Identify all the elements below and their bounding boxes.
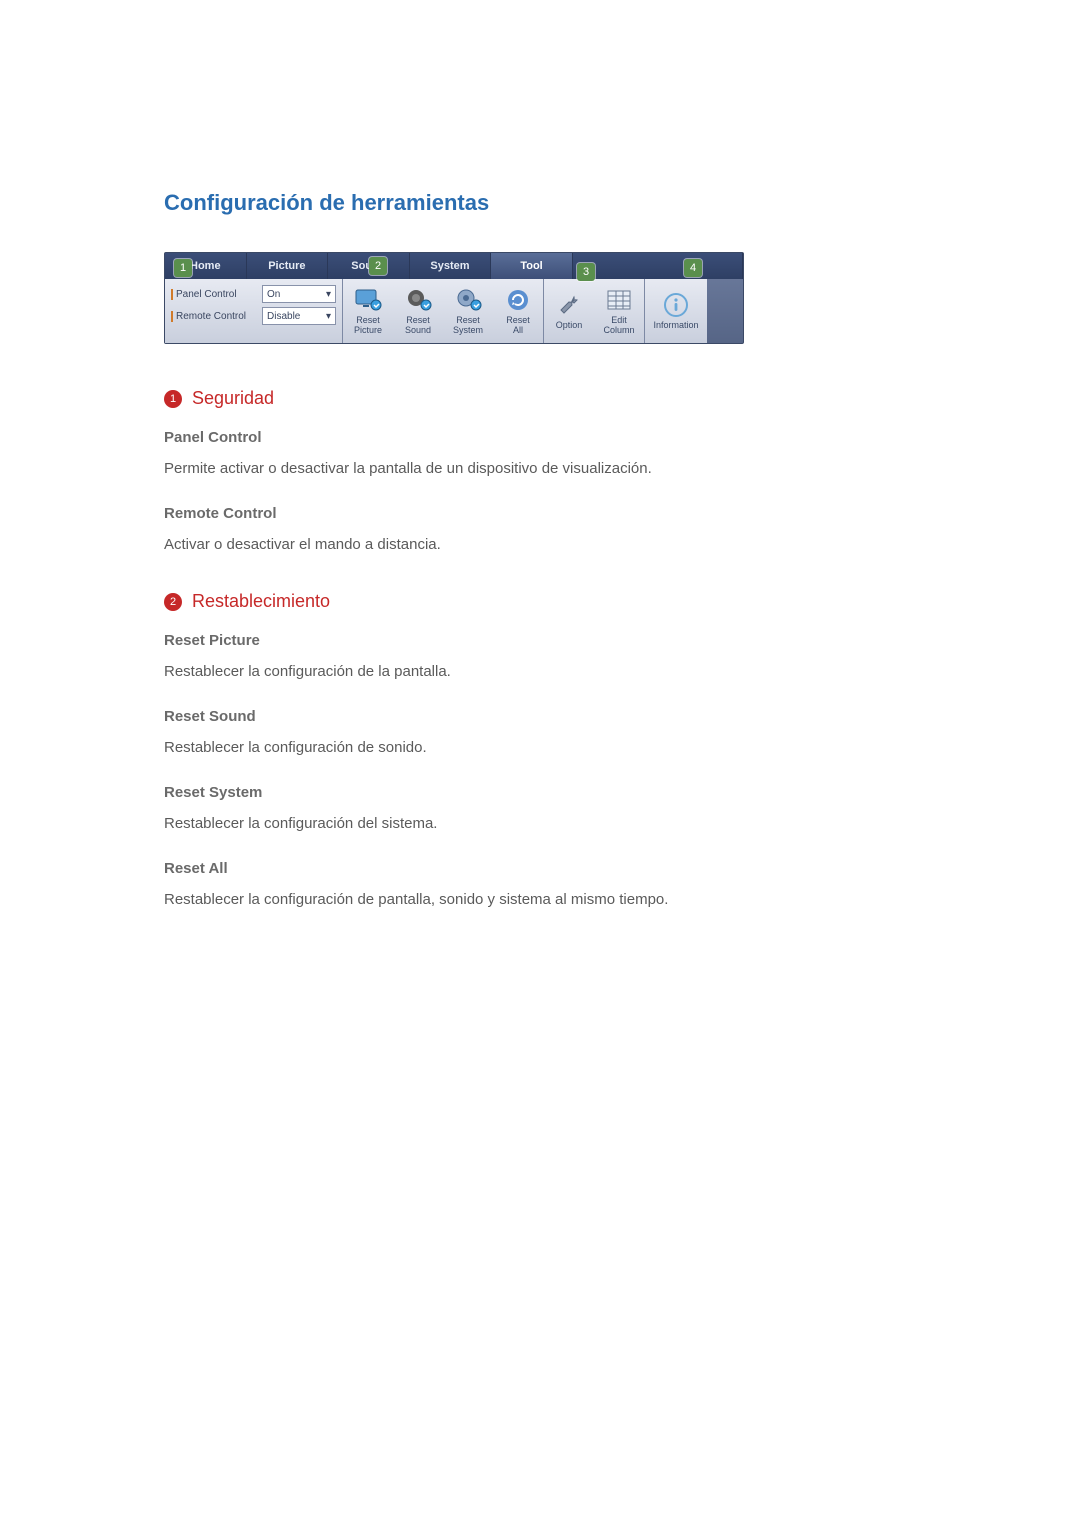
reset-sound-label: ResetSound [405,316,431,336]
panel-control-value: On [267,289,280,300]
reset-picture-label: ResetPicture [354,316,382,336]
remote-control-value: Disable [267,311,300,322]
speaker-icon [404,286,432,314]
panel-control-select[interactable]: On ▾ [262,285,336,303]
toolbar-tabs: Home Picture Sound System Tool [165,253,743,279]
reset-picture-button[interactable]: ResetPicture [343,279,393,343]
section-2-title: Restablecimiento [192,591,330,612]
option-button[interactable]: Option [544,279,594,343]
panel-control-desc: Permite activar o desactivar la pantalla… [164,458,920,479]
information-label: Information [653,321,698,331]
reset-sound-desc: Restablecer la configuración de sonido. [164,737,920,758]
reset-all-button[interactable]: ResetAll [493,279,543,343]
information-button[interactable]: Information [645,279,707,343]
section-1-title: Seguridad [192,388,274,409]
reset-picture-heading: Reset Picture [164,632,920,649]
reset-all-label: ResetAll [506,316,530,336]
panel-control-row: Panel Control On ▾ [171,285,336,303]
chevron-down-icon: ▾ [326,289,331,300]
refresh-icon [504,286,532,314]
security-panel-group: Panel Control On ▾ Remote Control Disabl… [165,279,343,343]
option-group: Option EditColumn [544,279,645,343]
callout-1: 1 [174,259,192,277]
reset-group: ResetPicture ResetSound ResetSystem [343,279,544,343]
reset-all-heading: Reset All [164,860,920,877]
remote-control-row: Remote Control Disable ▾ [171,307,336,325]
section-1-heading: 1 Seguridad [164,388,920,409]
columns-icon [605,286,633,314]
gear-icon [454,286,482,314]
remote-control-select[interactable]: Disable ▾ [262,307,336,325]
callout-3: 3 [577,263,595,281]
reset-all-desc: Restablecer la configuración de pantalla… [164,889,920,910]
remote-control-heading: Remote Control [164,505,920,522]
tab-picture[interactable]: Picture [247,253,329,279]
chevron-down-icon: ▾ [326,311,331,322]
info-icon [662,291,690,319]
info-group: Information [645,279,707,343]
reset-system-heading: Reset System [164,784,920,801]
reset-system-label: ResetSystem [453,316,483,336]
tab-tool[interactable]: Tool [491,253,573,279]
page-title: Configuración de herramientas [164,190,920,216]
reset-system-desc: Restablecer la configuración del sistema… [164,813,920,834]
section-2-heading: 2 Restablecimiento [164,591,920,612]
edit-column-button[interactable]: EditColumn [594,279,644,343]
monitor-icon [354,286,382,314]
panel-control-heading: Panel Control [164,429,920,446]
callout-4: 4 [684,259,702,277]
reset-picture-desc: Restablecer la configuración de la panta… [164,661,920,682]
tool-toolbar: 1 2 3 4 Home Picture Sound System Tool P… [164,252,744,344]
remote-control-label: Remote Control [171,311,256,322]
remote-control-desc: Activar o desactivar el mando a distanci… [164,534,920,555]
callout-2: 2 [369,257,387,275]
reset-sound-button[interactable]: ResetSound [393,279,443,343]
reset-system-button[interactable]: ResetSystem [443,279,493,343]
edit-column-label: EditColumn [603,316,634,336]
panel-control-label: Panel Control [171,289,256,300]
tab-spacer [573,253,743,279]
badge-1: 1 [164,390,182,408]
option-label: Option [556,321,583,331]
badge-2: 2 [164,593,182,611]
wrench-icon [555,291,583,319]
reset-sound-heading: Reset Sound [164,708,920,725]
tab-system[interactable]: System [410,253,492,279]
